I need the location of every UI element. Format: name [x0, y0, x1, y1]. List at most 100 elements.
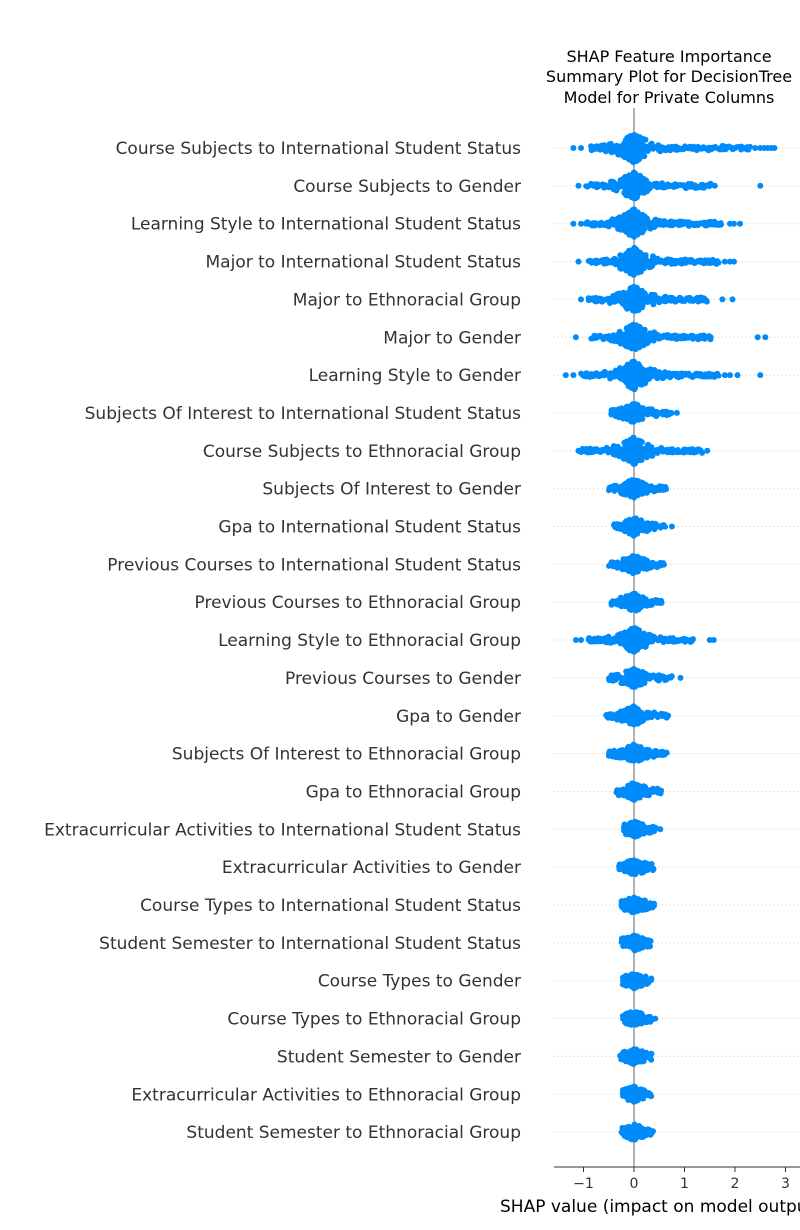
shap-point — [718, 220, 724, 226]
shap-point — [642, 378, 649, 385]
shap-outlier-point — [578, 145, 584, 151]
shap-point — [628, 157, 635, 164]
shap-outlier-point — [757, 182, 764, 189]
feature-label: Course Types to Gender — [318, 972, 521, 992]
beeswarm-row — [575, 169, 764, 202]
shap-point — [630, 832, 637, 839]
beeswarm-row — [570, 131, 778, 166]
shap-point — [668, 675, 674, 681]
shap-point — [640, 290, 647, 297]
shap-point — [617, 177, 624, 184]
shap-outlier-point — [734, 372, 741, 379]
shap-point — [716, 372, 722, 379]
shap-point — [630, 323, 636, 330]
chart-title-line-3: Model for Private Columns — [564, 88, 775, 107]
shap-point — [650, 301, 657, 308]
chart-title-line-1: SHAP Feature Importance — [566, 47, 771, 66]
shap-point — [635, 189, 642, 196]
beeswarm-row — [606, 553, 667, 577]
shap-point — [634, 133, 641, 140]
beeswarm-row — [605, 741, 670, 764]
shap-point — [634, 530, 641, 537]
shap-point — [716, 259, 722, 266]
shap-point — [633, 284, 640, 291]
feature-label: Course Subjects to International Student… — [116, 139, 522, 159]
feature-label: Gpa to International Student Status — [218, 518, 521, 538]
shap-outlier-point — [562, 372, 569, 379]
beeswarm-row — [572, 625, 717, 655]
shap-outlier-point — [721, 372, 728, 379]
shap-point — [663, 749, 670, 756]
shap-point — [633, 154, 640, 161]
shap-outlier-point — [731, 220, 737, 227]
beeswarm-row — [606, 477, 670, 501]
shap-point — [658, 600, 665, 606]
shap-point — [625, 644, 631, 651]
shap-point — [703, 297, 710, 304]
shap-point — [629, 359, 636, 365]
shap-point — [625, 568, 632, 575]
feature-label: Course Types to Ethnoracial Group — [227, 1010, 521, 1030]
shap-outlier-point — [711, 182, 718, 189]
feature-label: Major to Gender — [383, 328, 521, 348]
shap-point — [697, 448, 704, 455]
shap-point — [665, 712, 672, 719]
shap-point — [639, 304, 645, 311]
shap-point — [624, 153, 631, 160]
shap-outlier-point — [578, 637, 584, 643]
feature-label: Previous Courses to International Studen… — [107, 555, 521, 575]
feature-label: Course Subjects to Ethnoracial Group — [203, 442, 521, 462]
shap-point — [690, 636, 696, 642]
shap-point — [627, 342, 634, 349]
shap-outlier-point — [729, 296, 736, 303]
shap-outlier-point — [727, 372, 733, 379]
shap-outlier-point — [771, 145, 778, 151]
beeswarm-row — [575, 244, 737, 278]
chart-title: SHAP Feature Importance Summary Plot for… — [546, 47, 792, 107]
shap-outlier-point — [578, 296, 584, 303]
feature-label: Previous Courses to Gender — [285, 669, 521, 689]
shap-point — [708, 334, 714, 340]
shap-point — [631, 625, 638, 632]
shap-point — [630, 378, 637, 385]
shap-point — [636, 362, 643, 369]
shap-point — [639, 264, 646, 271]
beeswarm-row — [608, 401, 680, 425]
shap-point — [617, 265, 624, 272]
shap-outlier-point — [575, 182, 582, 189]
feature-label: Extracurricular Activities to Internatio… — [44, 820, 521, 840]
feature-label: Course Subjects to Gender — [293, 177, 521, 197]
shap-point — [627, 270, 634, 277]
shap-outlier-point — [721, 258, 728, 265]
feature-label: Learning Style to Ethnoracial Group — [218, 631, 521, 651]
shap-point — [624, 189, 630, 195]
shap-point — [633, 667, 640, 674]
feature-label: Student Semester to Ethnoracial Group — [186, 1123, 521, 1143]
shap-point — [662, 524, 669, 530]
shap-point — [622, 266, 629, 273]
shap-outlier-point — [757, 372, 764, 379]
beeswarm-row — [562, 358, 764, 393]
beeswarm-row — [572, 321, 769, 352]
shap-point — [747, 143, 753, 150]
shap-point — [626, 172, 633, 179]
shap-point — [625, 479, 632, 486]
beeswarm-row — [575, 434, 711, 467]
shap-outlier-point — [575, 258, 582, 265]
shap-point — [638, 227, 645, 234]
shap-outlier-point — [752, 145, 759, 151]
shap-point — [630, 682, 637, 689]
shap-outlier-point — [572, 334, 579, 341]
shap-point — [639, 405, 646, 412]
beeswarm-row — [616, 857, 657, 878]
feature-label: Learning Style to International Student … — [131, 215, 521, 235]
shap-point — [631, 460, 638, 467]
shap-point — [640, 342, 647, 349]
feature-label: Course Types to International Student St… — [140, 896, 521, 916]
feature-label: Extracurricular Activities to Gender — [222, 858, 521, 878]
shap-outlier-point — [762, 334, 769, 341]
feature-label: Major to Ethnoracial Group — [293, 290, 521, 310]
shap-point — [642, 252, 649, 259]
shap-outlier-point — [570, 220, 577, 227]
